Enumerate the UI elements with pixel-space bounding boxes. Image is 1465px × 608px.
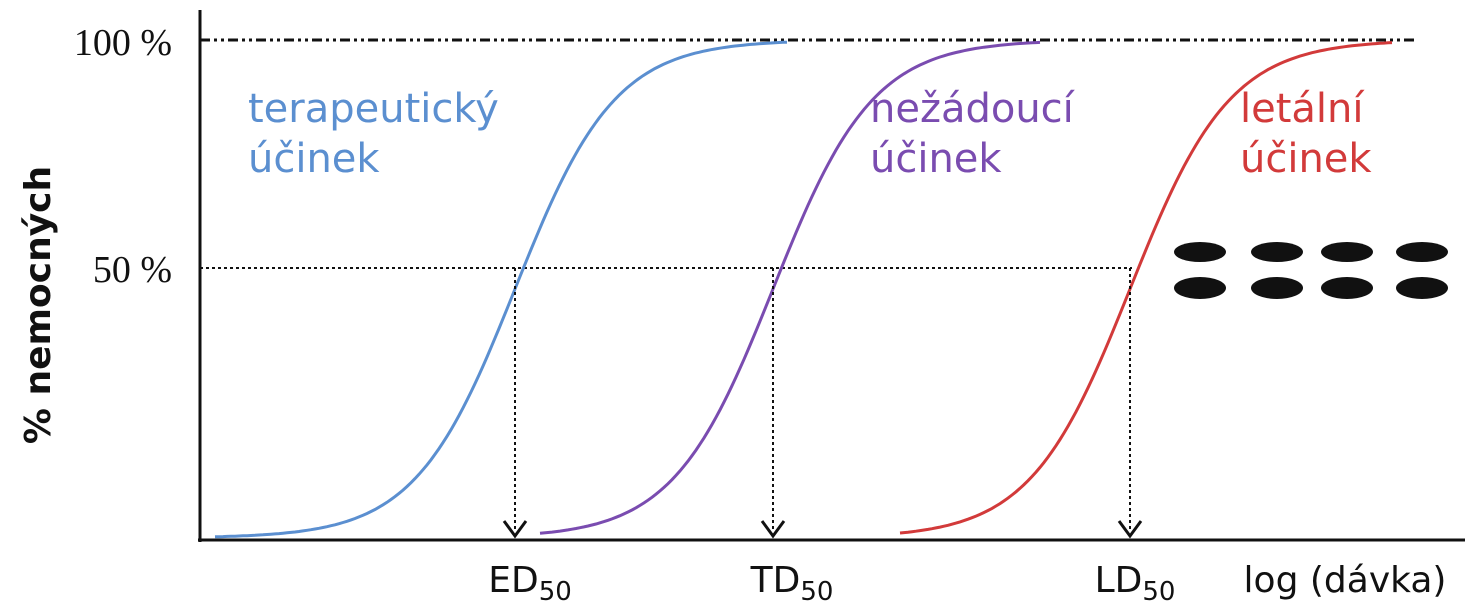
y-tick-label: 50 % — [93, 249, 172, 291]
dose-marker: ED50 — [488, 560, 572, 607]
curve-label: účinek — [1240, 136, 1372, 182]
dose-curve — [899, 41, 1393, 535]
dose-curve — [539, 40, 1041, 535]
y-tick-label: 100 % — [74, 22, 172, 64]
rats-icon — [1174, 242, 1448, 299]
dose-curve — [214, 40, 788, 539]
arrow-head — [1117, 520, 1143, 539]
arrow-head — [502, 520, 528, 539]
dose-marker: TD50 — [750, 560, 834, 607]
curve-label: letální — [1240, 86, 1365, 132]
curve-label: nežádoucí — [870, 86, 1076, 132]
curve-label: účinek — [870, 136, 1002, 182]
marker-sub: 50 — [800, 577, 833, 607]
marker-sub: 50 — [539, 577, 572, 607]
marker-base: ED — [488, 560, 538, 601]
x-axis-label: log (dávka) — [1244, 560, 1447, 601]
curve-label: terapeutický — [248, 86, 499, 132]
curve-label: účinek — [248, 136, 380, 182]
marker-base: TD — [750, 560, 801, 601]
arrow-head — [760, 520, 786, 539]
marker-sub: 50 — [1142, 577, 1175, 607]
y-axis-label: % nemocných — [18, 166, 59, 444]
marker-base: LD — [1095, 560, 1143, 601]
dose-marker: LD50 — [1095, 560, 1176, 607]
